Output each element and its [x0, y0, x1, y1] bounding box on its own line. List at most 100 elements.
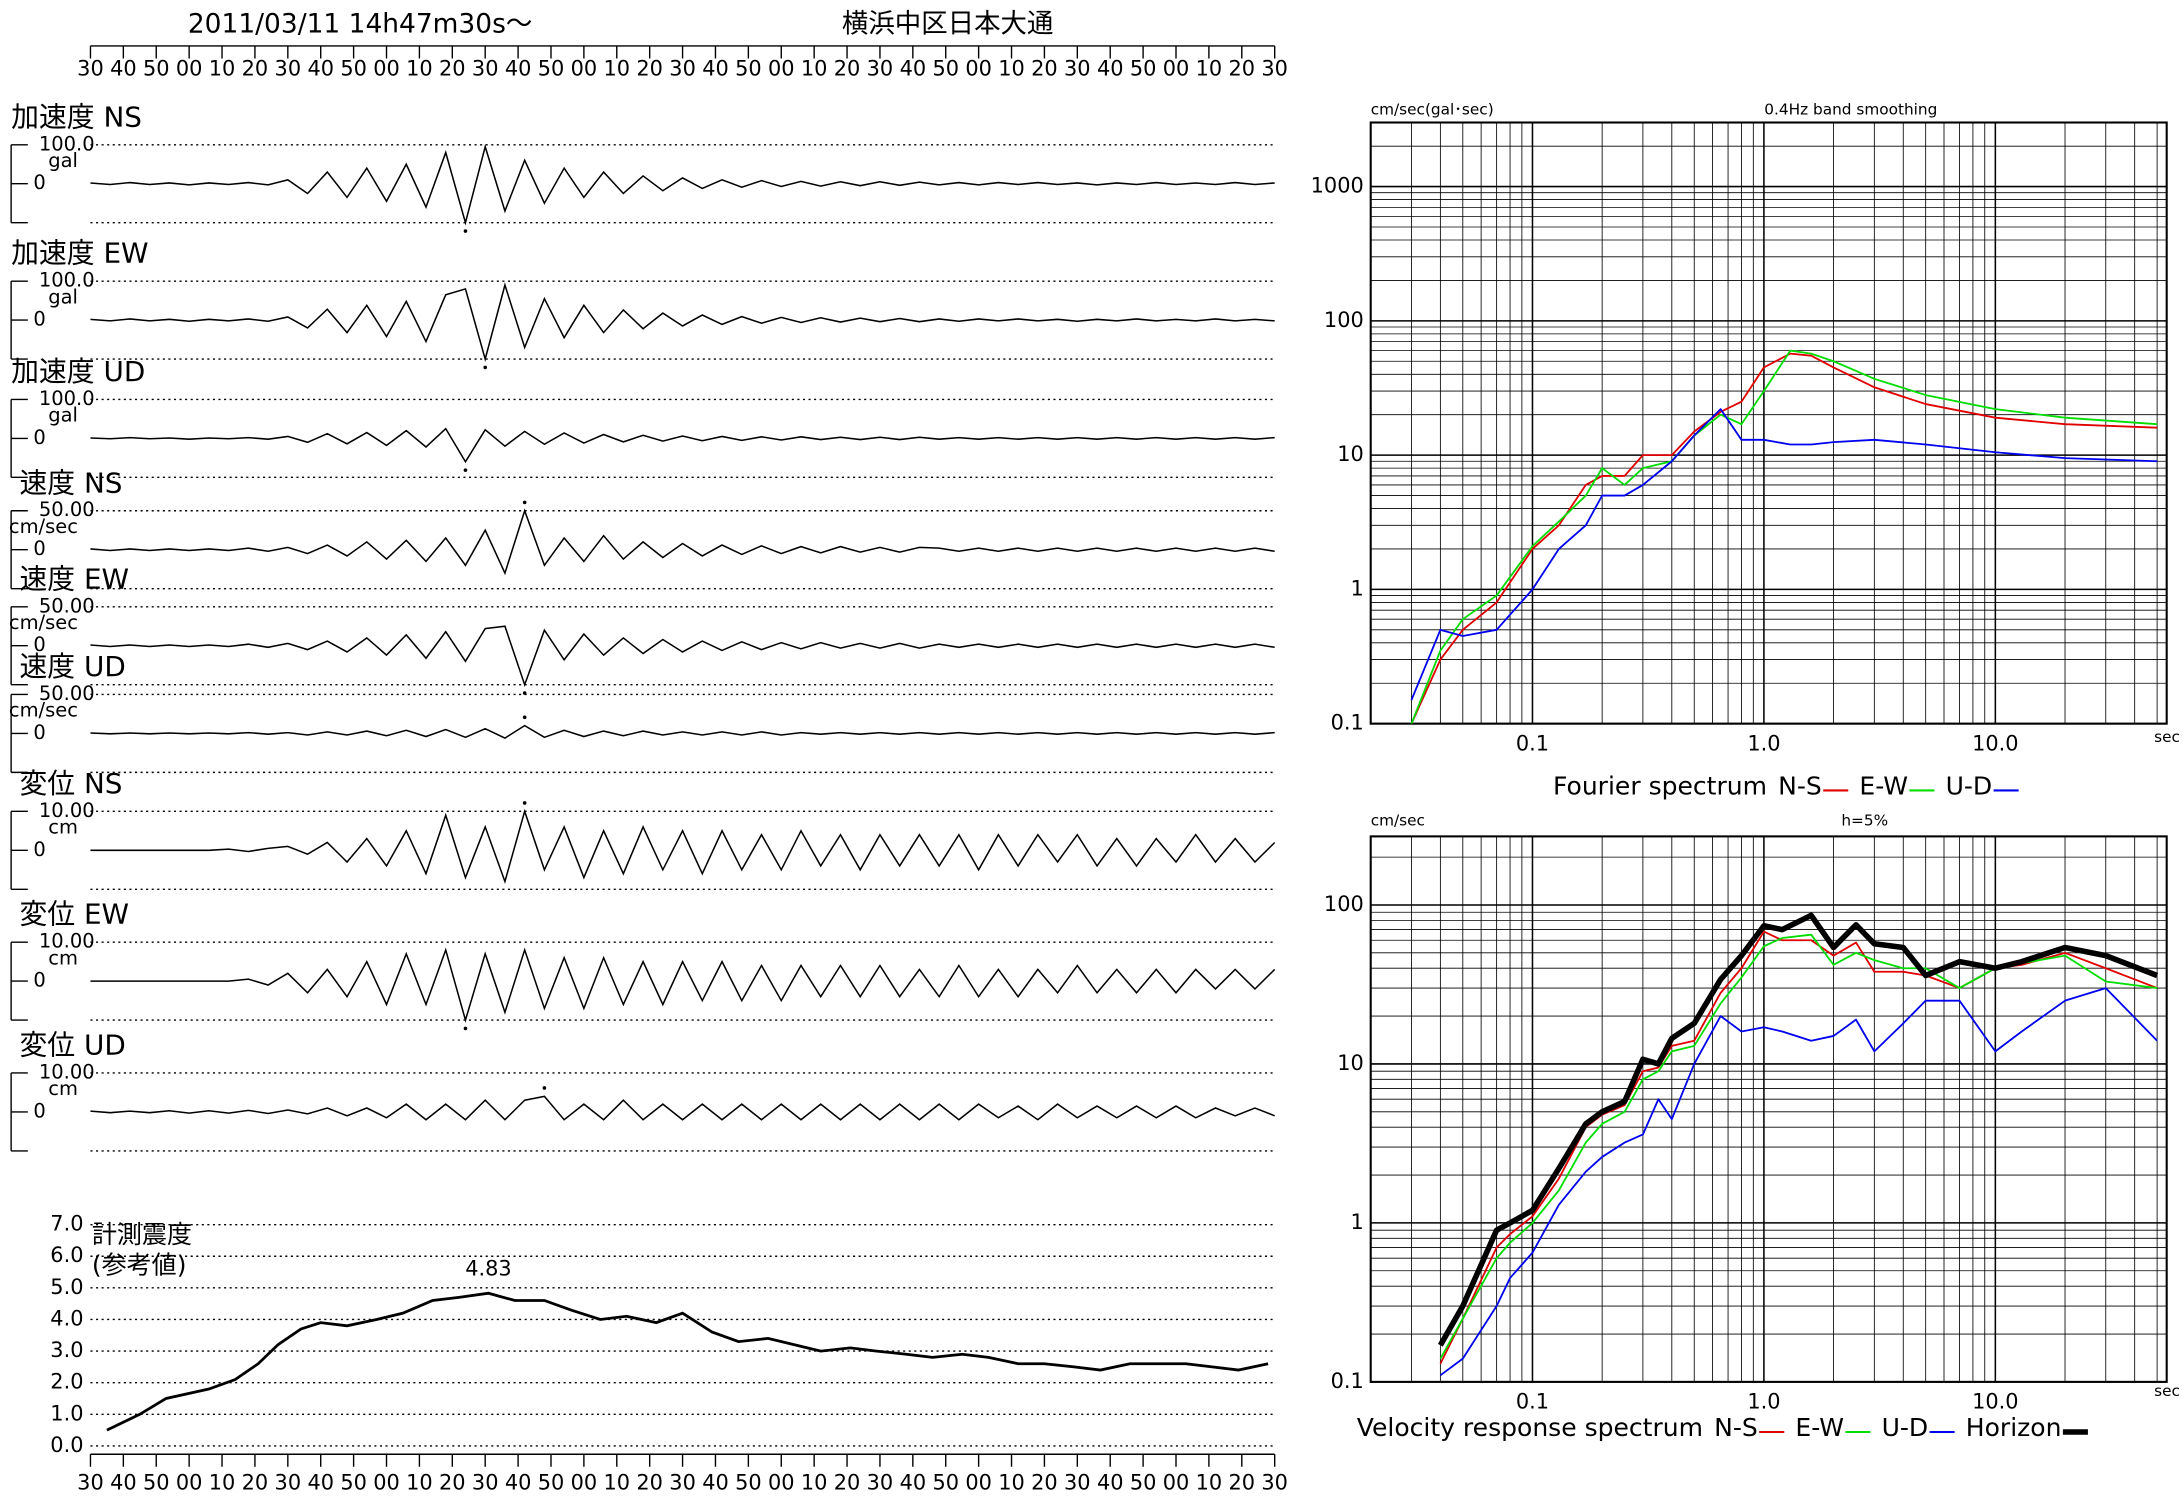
waveform: [90, 724, 1275, 739]
time-tick-label: 50: [340, 57, 367, 81]
time-tick-label: 20: [1031, 1470, 1058, 1494]
chart-title: 計測震度: [92, 1220, 192, 1249]
station-name: 横浜中区日本大通: [842, 9, 1054, 40]
peak-dot: [463, 1026, 468, 1031]
time-tick-label: 30: [867, 57, 894, 81]
y-tick-label: 10: [1337, 442, 1364, 466]
time-tick-label: 50: [735, 1470, 762, 1494]
y-axis-label: cm/sec(gal･sec): [1371, 100, 1494, 118]
chart-title: 0.4Hz band smoothing: [1764, 100, 1937, 118]
time-tick-label: 00: [571, 1470, 598, 1494]
time-tick-label: 30: [472, 57, 499, 81]
panel-title: 加速度 EW: [11, 237, 148, 270]
y-tick-label: 0.0: [50, 1433, 83, 1457]
y-tick-label: 0: [33, 969, 45, 992]
unit-label: cm: [48, 946, 78, 969]
peak-dot: [463, 468, 468, 472]
y-tick-label: 2.0: [50, 1370, 83, 1394]
time-tick-label: 30: [77, 57, 104, 81]
y-tick-label: 50.00: [39, 682, 95, 705]
y-tick-label: 100: [1324, 892, 1364, 916]
time-tick-label: 40: [307, 1470, 334, 1494]
time-tick-label: 20: [834, 1470, 861, 1494]
x-tick-label: 1.0: [1747, 1390, 1780, 1414]
time-tick-label: 30: [1064, 1470, 1091, 1494]
peak-dot: [522, 801, 527, 805]
time-tick-label: 50: [538, 1470, 565, 1494]
unit-label: cm: [48, 1077, 78, 1100]
y-tick-label: 0: [33, 721, 45, 744]
panel-title: 変位 UD: [19, 1029, 125, 1062]
y-tick-label: 4.0: [50, 1306, 83, 1330]
y-tick-label: 0: [33, 838, 45, 861]
unit-label: cm/sec: [9, 699, 78, 722]
time-tick-label: 00: [373, 1470, 400, 1494]
time-tick-label: 00: [768, 1470, 795, 1494]
unit-label: gal: [48, 149, 78, 172]
intensity-line: [106, 1291, 1269, 1432]
spectrum-line: [1439, 933, 2158, 1360]
plot-frame: [1369, 835, 2168, 1383]
time-tick-label: 50: [735, 57, 762, 81]
spectrum-line: [1410, 349, 2158, 724]
time-tick-label: 20: [439, 1470, 466, 1494]
time-tick-label: 40: [505, 1470, 532, 1494]
panel-title: 変位 EW: [19, 898, 129, 931]
waveform: [90, 427, 1275, 464]
time-tick-label: 00: [571, 57, 598, 81]
time-tick-label: 10: [604, 57, 631, 81]
waveform: [90, 508, 1275, 576]
time-tick-label: 20: [242, 57, 269, 81]
peak-dot: [483, 365, 488, 370]
peak-dot: [542, 1086, 547, 1090]
y-tick-label: 50.00: [39, 498, 95, 521]
unit-label: cm/sec: [9, 515, 78, 538]
unit-label: cm: [48, 816, 78, 839]
peak-dot: [463, 229, 468, 233]
peak-annotation: 4.83: [465, 1257, 511, 1281]
legend-label: U-D: [1882, 1413, 1929, 1442]
x-tick-label: 10.0: [1972, 1390, 2018, 1414]
time-tick-label: 20: [439, 57, 466, 81]
record-datetime: 2011/03/11 14h47m30s〜: [188, 9, 532, 40]
time-tick-label: 20: [1229, 1470, 1256, 1494]
time-tick-label: 20: [636, 1470, 663, 1494]
time-tick-label: 40: [702, 57, 729, 81]
time-tick-label: 30: [275, 57, 302, 81]
time-tick-label: 40: [1097, 57, 1124, 81]
y-tick-label: 6.0: [50, 1243, 83, 1267]
time-tick-label: 30: [1064, 57, 1091, 81]
x-axis-label: sec: [2154, 728, 2180, 746]
peak-dot: [522, 715, 527, 720]
time-tick-label: 30: [1261, 1470, 1288, 1494]
time-tick-label: 40: [307, 57, 334, 81]
spectrum-line: [1410, 408, 2158, 701]
time-tick-label: 00: [176, 57, 203, 81]
y-tick-label: 10.00: [39, 930, 95, 953]
time-tick-label: 30: [669, 1470, 696, 1494]
legend-label: E-W: [1859, 772, 1908, 801]
time-tick-label: 10: [604, 1470, 631, 1494]
y-tick-label: 100: [1324, 308, 1364, 332]
y-tick-label: 100.0: [39, 387, 95, 410]
time-tick-label: 30: [77, 1470, 104, 1494]
time-tick-label: 30: [472, 1470, 499, 1494]
time-tick-label: 00: [1163, 1470, 1190, 1494]
y-tick-label: 10.00: [39, 1060, 95, 1083]
time-tick-label: 30: [867, 1470, 894, 1494]
y-tick-label: 1: [1350, 1210, 1363, 1234]
panel-title: 速度 UD: [19, 650, 125, 683]
waveform: [90, 808, 1276, 884]
time-tick-label: 30: [1261, 57, 1288, 81]
time-tick-label: 10: [1196, 1470, 1223, 1494]
panel-title: 速度 EW: [19, 562, 129, 595]
panel-title: 加速度 UD: [11, 355, 145, 388]
legend-label: Horizon: [1966, 1413, 2062, 1442]
x-tick-label: 1.0: [1747, 732, 1780, 756]
panel-title: 変位 NS: [19, 767, 122, 800]
time-tick-label: 00: [965, 1470, 992, 1494]
waveform: [90, 282, 1275, 362]
legend-label: U-D: [1946, 772, 1993, 801]
time-tick-label: 00: [373, 57, 400, 81]
legend-label: E-W: [1795, 1413, 1844, 1442]
